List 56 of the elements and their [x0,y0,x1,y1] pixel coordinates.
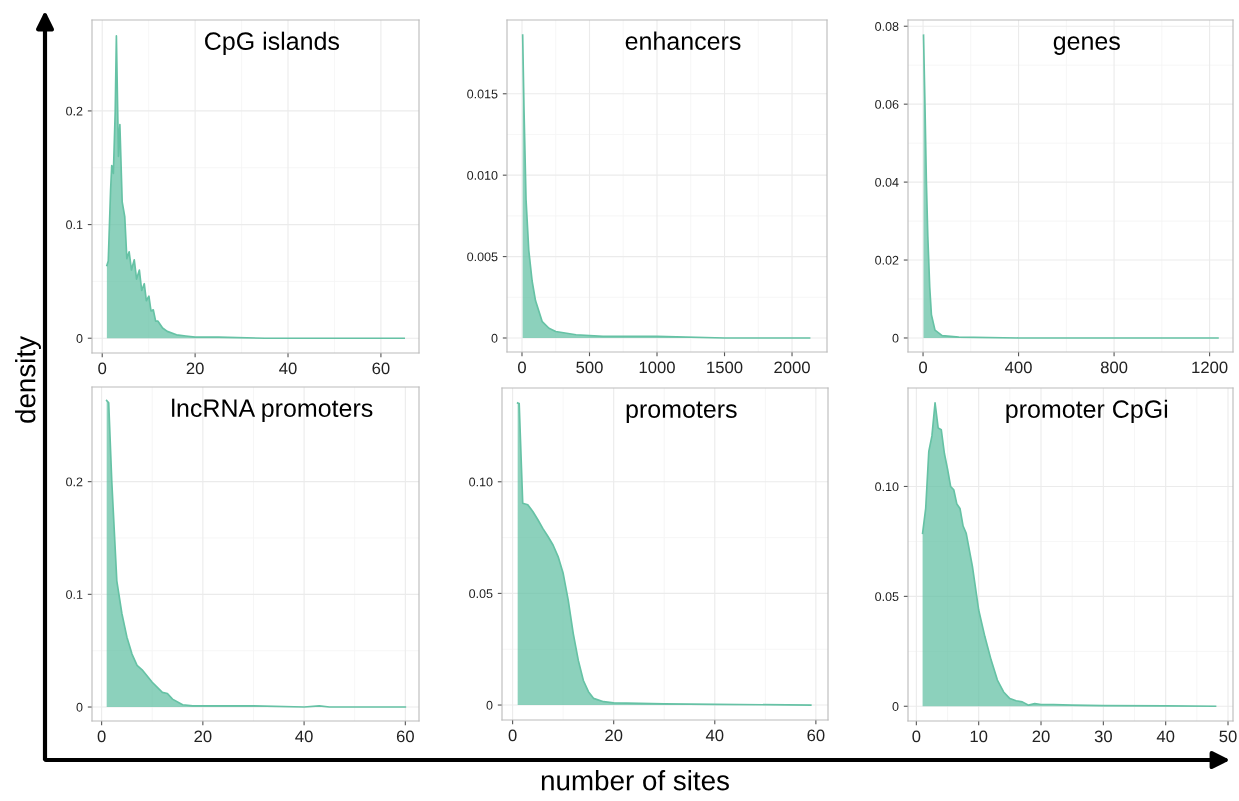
y-tick-label: 0.04 [875,177,899,187]
x-tick-label: 30 [1094,730,1112,743]
x-tick-label: 40 [1156,730,1175,743]
x-tick-label: 1000 [639,361,675,374]
chart-title: enhancers [625,31,741,50]
x-tick-label: 40 [705,729,724,742]
y-tick-label: 0.05 [469,589,493,599]
y-tick-label: 0.015 [467,89,498,99]
x-tick-label: 0 [919,361,928,374]
x-tick-label: 60 [807,729,825,742]
x-tick-label: 20 [194,730,212,743]
y-tick-label: 0.2 [66,106,83,116]
x-tick-label: 0 [98,362,107,375]
y-tick-label: 0 [892,333,899,343]
x-tick-label: 60 [396,730,414,743]
chart-title: lncRNA promoters [172,398,373,422]
chart-title: promoter CpGi [1006,399,1168,423]
chart-title: CpG islands [205,31,340,55]
y-tick-label: 0.2 [66,477,83,487]
y-tick-label: 0.08 [875,22,899,31]
y-tick-label: 0 [76,702,83,712]
y-tick-label: 0.1 [66,590,83,599]
x-tick-label: 400 [1005,361,1032,374]
x-tick-label: 10 [970,730,988,743]
x-axis-title: number of sites [541,770,729,791]
x-tick-label: 500 [576,361,603,374]
y-axis-title: density [15,336,41,423]
x-tick-label: 20 [605,729,623,742]
x-tick-label: 800 [1100,361,1128,374]
x-tick-label: 0 [508,729,517,742]
x-tick-label: 40 [295,730,313,743]
x-tick-label: 50 [1219,730,1237,743]
x-tick-label: 2000 [774,361,810,374]
text: genes [1053,36,1120,55]
y-tick-label: 0 [491,333,498,343]
x-tick-label: 1200 [1192,361,1228,374]
y-tick-label: 0 [892,702,899,711]
y-tick-label: 0.10 [469,477,493,487]
x-tick-label: 20 [186,362,204,375]
y-tick-label: 0.05 [875,592,899,602]
y-tick-label: 0.010 [467,170,498,180]
x-tick-label: 0 [518,361,526,374]
chart-title: promoters [626,401,737,423]
y-tick-label: 0 [486,700,493,710]
x-tick-label: 60 [372,362,390,375]
x-tick-label: 40 [279,362,297,375]
y-tick-label: 0 [76,334,83,343]
y-tick-label: 0.06 [875,99,899,109]
y-tick-label: 0.02 [875,255,899,265]
x-tick-label: 0 [97,730,106,743]
x-tick-label: 0 [912,730,921,743]
y-tick-label: 0.1 [66,220,83,230]
x-tick-label: 20 [1032,730,1050,743]
y-tick-label: 0.10 [875,482,899,492]
y-tick-label: 0.005 [467,252,498,262]
x-tick-label: 1500 [707,361,743,374]
